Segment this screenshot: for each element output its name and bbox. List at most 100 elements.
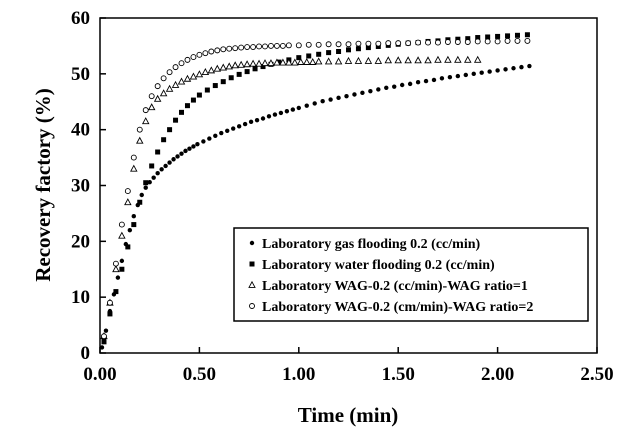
data-point [290, 107, 296, 112]
data-point [304, 103, 309, 108]
data-point [252, 66, 258, 72]
data-point [244, 44, 251, 50]
data-point [171, 80, 180, 88]
y-axis-ticks: 0 10 20 30 40 50 60 [71, 8, 106, 364]
data-point [103, 328, 109, 333]
data-point [155, 171, 160, 176]
data-point [189, 72, 198, 80]
y-tick-label: 50 [71, 64, 90, 85]
data-point [447, 74, 453, 80]
data-point [177, 77, 186, 85]
data-point [115, 275, 121, 280]
x-tick-label: 2.00 [481, 364, 514, 385]
data-point [335, 41, 342, 48]
data-point [196, 51, 203, 58]
data-point [131, 222, 137, 228]
data-point [112, 260, 119, 267]
data-point [297, 57, 305, 65]
data-point [495, 68, 500, 73]
data-point [190, 97, 196, 103]
data-point [261, 59, 269, 67]
data-point [303, 57, 311, 65]
data-point [136, 126, 143, 133]
data-point [495, 33, 501, 39]
y-tick-label: 60 [71, 8, 90, 29]
data-point [196, 92, 202, 98]
data-point [355, 40, 362, 47]
data-point [202, 50, 209, 57]
legend-label-wag-ratio-1: Laboratory WAG-0.2 (cc/min)-WAG ratio=1 [262, 279, 528, 294]
data-point [273, 58, 281, 66]
x-axis-ticks: 0.00 0.50 1.00 1.50 2.00 2.50 [83, 347, 614, 385]
data-point [207, 66, 216, 74]
data-point [278, 110, 284, 116]
data-point [175, 154, 180, 159]
data-point [228, 75, 234, 81]
data-point [230, 126, 236, 131]
data-point [195, 141, 200, 147]
data-point [514, 32, 520, 38]
y-tick-label: 10 [71, 287, 90, 308]
data-point [268, 42, 274, 49]
data-point [161, 137, 167, 143]
data-point [127, 227, 133, 233]
data-point [314, 57, 323, 65]
data-point [444, 39, 451, 45]
data-point [295, 42, 302, 49]
data-point [237, 60, 245, 68]
data-point [415, 80, 421, 85]
data-point [249, 59, 257, 67]
data-point [204, 87, 210, 93]
data-point [149, 163, 155, 169]
data-point [328, 97, 333, 102]
data-point [527, 63, 532, 69]
data-point [147, 103, 156, 111]
data-point [494, 38, 501, 45]
data-point [504, 37, 511, 44]
series-3 [100, 55, 482, 340]
data-point [173, 117, 179, 123]
y-tick-label: 40 [71, 120, 90, 141]
data-point [435, 39, 441, 46]
data-point [272, 112, 278, 117]
data-point [346, 47, 351, 53]
legend-markers [248, 240, 256, 309]
data-point [255, 59, 263, 67]
data-point [285, 58, 293, 66]
series-1 [99, 63, 532, 350]
data-point [305, 41, 312, 48]
data-point [365, 45, 371, 51]
data-point [220, 79, 226, 85]
data-point [136, 136, 144, 144]
y-tick-label: 20 [71, 231, 90, 252]
legend-marker [249, 303, 255, 309]
data-point [220, 46, 227, 53]
data-point [404, 56, 412, 64]
data-point [119, 266, 125, 272]
data-point [316, 51, 322, 57]
data-point [524, 37, 531, 44]
data-point [219, 63, 228, 71]
data-point [106, 299, 113, 306]
data-point [260, 116, 266, 121]
data-point [465, 36, 471, 42]
data-point [455, 73, 461, 79]
data-point [154, 83, 161, 90]
legend-marker [249, 261, 255, 267]
data-point [375, 40, 382, 47]
data-point [325, 41, 332, 48]
data-point [385, 40, 392, 47]
data-point [434, 55, 442, 63]
data-point [344, 93, 349, 99]
legend-marker [249, 240, 255, 246]
data-point [160, 75, 167, 82]
data-point [167, 160, 172, 165]
data-point [296, 105, 301, 111]
data-point [213, 64, 222, 72]
data-point [320, 98, 325, 104]
data-point [355, 46, 361, 52]
data-point [207, 136, 212, 141]
data-point [291, 58, 299, 66]
data-point [101, 333, 107, 340]
